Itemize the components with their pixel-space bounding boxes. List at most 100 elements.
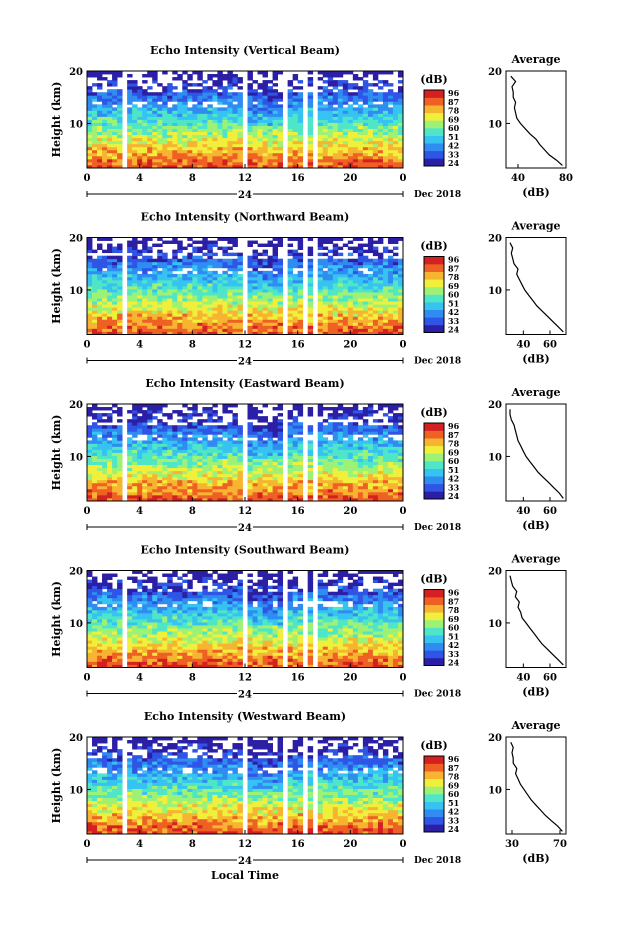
heatmap-cell	[317, 485, 324, 490]
heatmap-cell	[347, 83, 354, 87]
heatmap-cell	[267, 128, 273, 133]
heatmap-cell	[382, 131, 389, 136]
heatmap-cell	[227, 437, 233, 441]
heatmap-cell	[92, 470, 98, 475]
heatmap-cell	[117, 328, 123, 332]
heatmap-cell	[272, 74, 279, 78]
heatmap-cell	[272, 407, 279, 411]
heatmap-cell	[232, 322, 238, 326]
heatmap-cell	[322, 152, 329, 157]
heatmap-cell	[87, 146, 93, 151]
heatmap-cell	[277, 286, 284, 290]
heatmap-cell	[177, 143, 183, 148]
heatmap-cell	[287, 301, 294, 305]
heatmap-cell	[142, 298, 148, 302]
heatmap-cell	[87, 152, 93, 157]
heatmap-cell	[137, 289, 143, 293]
heatmap-cell	[127, 86, 133, 90]
heatmap-cell	[162, 116, 168, 120]
heatmap-cell	[222, 264, 228, 269]
heatmap-cell	[357, 273, 364, 278]
heatmap-cell	[147, 286, 153, 290]
heatmap-cell	[247, 313, 253, 317]
heatmap-cell	[252, 240, 258, 244]
heatmap-cell	[387, 131, 394, 136]
heatmap-cell	[257, 476, 263, 481]
heatmap-cell	[207, 116, 213, 120]
heatmap-cell	[162, 425, 168, 429]
heatmap-cell	[147, 125, 153, 129]
heatmap-cell	[277, 497, 284, 502]
heatmap-cell	[147, 101, 153, 105]
heatmap-cell	[117, 246, 123, 251]
heatmap-cell	[152, 71, 158, 75]
heatmap-cell	[87, 307, 93, 311]
heatmap-cell	[382, 83, 389, 87]
heatmap-cell	[192, 425, 198, 429]
heatmap-cell	[327, 319, 334, 323]
heatmap-cell	[332, 482, 339, 487]
heatmap-cell	[362, 149, 369, 154]
heatmap-cell	[137, 319, 143, 323]
heatmap-cell	[117, 298, 123, 302]
heatmap-cell	[382, 137, 389, 142]
heatmap-cell	[357, 425, 364, 429]
heatmap-cell	[297, 276, 304, 281]
heatmap-cell	[167, 292, 173, 296]
heatmap-cell	[197, 282, 203, 287]
heatmap-cell	[337, 80, 344, 84]
heatmap-cell	[182, 485, 188, 490]
heatmap-cell	[112, 410, 118, 414]
heatmap-cell	[87, 86, 93, 90]
heatmap-cell	[332, 258, 339, 263]
heatmap-cell	[202, 143, 208, 148]
heatmap-cell	[202, 473, 208, 478]
heatmap-cell	[137, 286, 143, 290]
heatmap-cell	[352, 125, 359, 129]
heatmap-cell	[207, 155, 213, 160]
heatmap-cell	[212, 304, 218, 308]
heatmap-cell	[217, 446, 223, 450]
heatmap-cell	[327, 101, 334, 105]
heatmap-cell	[172, 443, 178, 447]
heatmap-cell	[232, 155, 238, 160]
heatmap-cell	[317, 286, 324, 290]
heatmap-cell	[97, 264, 103, 269]
heatmap-cell	[177, 158, 183, 163]
heatmap-cell	[167, 261, 173, 266]
beam-panel-1: Echo Intensity (Vertical Beam)Height (km…	[50, 44, 573, 201]
heatmap-cell	[322, 428, 329, 432]
heatmap-cell	[387, 276, 394, 281]
heatmap-cell	[292, 449, 299, 453]
heatmap-cell	[322, 122, 329, 126]
heatmap-cell	[387, 164, 394, 169]
heatmap-cell	[177, 431, 183, 435]
heatmap-cell	[357, 416, 364, 420]
heatmap-cell	[142, 295, 148, 299]
heatmap-cell	[367, 279, 374, 284]
heatmap-cell	[217, 143, 223, 148]
heatmap-cell	[307, 413, 314, 417]
heatmap-cell	[137, 155, 143, 160]
heatmap-cell	[182, 491, 188, 496]
heatmap-cell	[362, 137, 369, 142]
heatmap-cell	[87, 316, 93, 320]
heatmap-cell	[102, 128, 108, 133]
heatmap-cell	[357, 119, 364, 123]
heatmap-cell	[372, 419, 379, 423]
heatmap-cell	[102, 143, 108, 148]
heatmap-cell	[117, 258, 123, 263]
heatmap-cell	[352, 473, 359, 478]
heatmap-cell	[352, 289, 359, 293]
heatmap-cell	[382, 473, 389, 478]
heatmap-cell	[317, 325, 324, 329]
heatmap-cell	[372, 104, 379, 108]
heatmap-cell	[392, 270, 399, 275]
heatmap-cell	[227, 252, 233, 257]
heatmap-cell	[197, 328, 203, 332]
heatmap-cell	[177, 428, 183, 432]
heatmap-cell	[152, 273, 158, 278]
heatmap-cell	[137, 149, 143, 154]
heatmap-cell	[287, 279, 294, 284]
heatmap-cell	[137, 479, 143, 484]
